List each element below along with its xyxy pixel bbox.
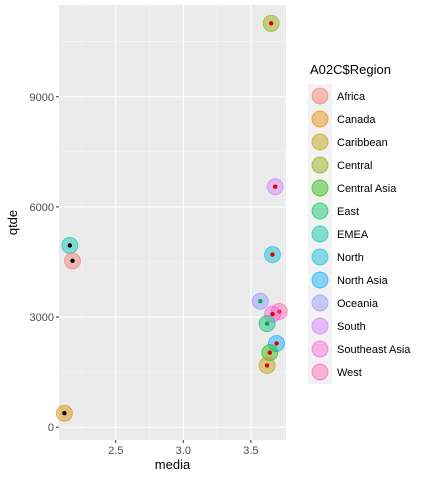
legend: A02C$Region Africa Canada Caribbean Central… — [308, 62, 411, 384]
data-point-center-dot — [270, 252, 275, 257]
legend-label: Caribbean — [337, 137, 388, 149]
legend-key-emea — [311, 225, 329, 243]
legend-key-west — [311, 363, 329, 381]
data-point-center-dot — [272, 184, 278, 189]
data-point-center-dot — [258, 299, 263, 304]
legend-key-north-asia — [311, 271, 329, 289]
y-axis-title: qtde — [5, 210, 20, 235]
legend-label: North Asia — [337, 275, 389, 287]
data-point-center-dot — [264, 321, 270, 326]
legend-key-central — [311, 156, 329, 174]
data-point-center-dot — [67, 243, 73, 248]
y-axis-ticks: 0 3000 6000 9000 — [30, 92, 59, 434]
legend-key-africa — [311, 87, 329, 105]
grid-minor — [59, 5, 286, 440]
data-point-center-dot — [268, 21, 274, 26]
data-points — [55, 14, 288, 422]
data-point-center-dot — [274, 341, 279, 346]
data-point-center-dot — [264, 363, 270, 368]
data-point-center-dot — [270, 311, 275, 317]
legend-key-central-asia — [311, 179, 329, 197]
x-axis-title: media — [155, 457, 191, 472]
y-tick-label: 9000 — [30, 92, 54, 104]
legend-items: Africa Canada Caribbean Central Central Asia… — [308, 84, 411, 384]
legend-key-oceania — [311, 294, 329, 312]
legend-title: A02C$Region — [310, 62, 391, 77]
legend-key-north — [311, 248, 329, 266]
legend-key-southeast-asia — [311, 340, 329, 358]
legend-label: Central — [337, 160, 372, 172]
grid-major — [59, 5, 286, 440]
legend-label: Africa — [337, 91, 366, 103]
legend-label: Canada — [337, 114, 376, 126]
legend-key-east — [311, 202, 329, 220]
legend-label: EMEA — [337, 229, 369, 241]
x-tick-label: 3.0 — [176, 445, 191, 457]
y-tick-label: 0 — [48, 422, 54, 434]
legend-label: North — [337, 252, 364, 264]
legend-label: Southeast Asia — [337, 344, 411, 356]
legend-label: Central Asia — [337, 183, 397, 195]
legend-label: Oceania — [337, 298, 379, 310]
x-axis-ticks: 2.5 3.0 3.5 — [108, 440, 259, 457]
legend-key-caribbean — [311, 133, 329, 151]
legend-label: South — [337, 321, 366, 333]
legend-key-south — [311, 317, 329, 335]
data-point-center-dot — [267, 350, 272, 355]
legend-label: East — [337, 206, 359, 218]
y-tick-label: 6000 — [30, 202, 54, 214]
legend-label: West — [337, 367, 362, 379]
data-point-center-dot — [70, 258, 75, 264]
y-tick-label: 3000 — [30, 312, 54, 324]
legend-key-canada — [311, 110, 329, 128]
data-point-center-dot — [62, 411, 67, 416]
x-tick-label: 3.5 — [243, 445, 258, 457]
plot-panel — [59, 5, 286, 440]
x-tick-label: 2.5 — [108, 445, 123, 457]
